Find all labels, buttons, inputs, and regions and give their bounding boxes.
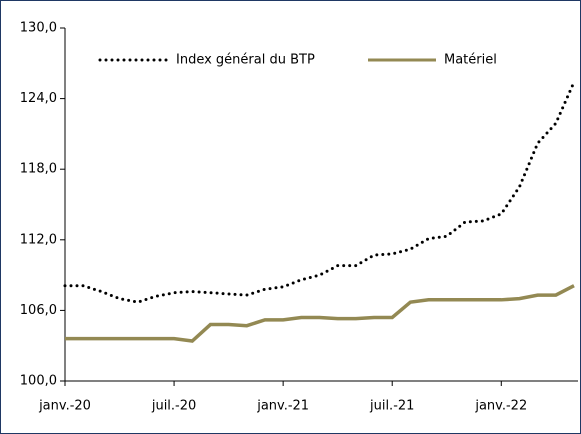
y-tick-label: 100,0 (20, 374, 57, 389)
legend-label: Index général du BTP (176, 53, 315, 68)
x-tick-label: juil.-21 (369, 399, 414, 414)
legend-label: Matériel (444, 53, 497, 68)
x-tick-label: juil.-20 (151, 399, 196, 414)
y-tick-label: 118,0 (20, 162, 57, 177)
y-tick-label: 112,0 (20, 232, 57, 247)
y-tick-label: 124,0 (20, 91, 57, 106)
y-tick-label: 130,0 (20, 21, 57, 36)
x-tick-label: janv.-22 (474, 399, 527, 414)
x-tick-label: janv.-21 (256, 399, 309, 414)
y-tick-label: 106,0 (20, 303, 57, 318)
series-line (65, 284, 575, 343)
x-tick-label: janv.-20 (38, 399, 91, 414)
series-line (63, 80, 576, 304)
